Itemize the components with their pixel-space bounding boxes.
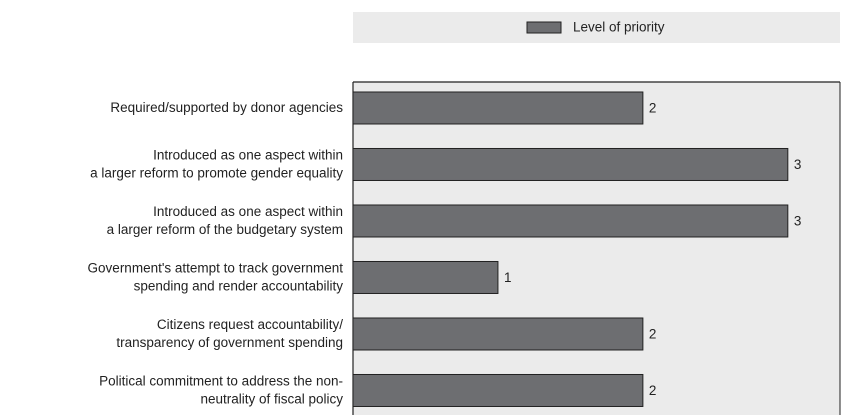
y-tick-label: Government's attempt to track government… bbox=[88, 260, 344, 293]
y-tick-label: Citizens request accountability/transpar… bbox=[116, 317, 343, 350]
label-line: Required/supported by donor agencies bbox=[110, 100, 343, 115]
data-label: 3 bbox=[794, 157, 802, 172]
bar bbox=[352, 317, 644, 351]
data-label: 1 bbox=[504, 270, 512, 285]
legend-box bbox=[353, 12, 840, 43]
y-tick-label: Introduced as one aspect within a larger … bbox=[90, 147, 343, 180]
label-line: transparency of government spending bbox=[116, 335, 343, 350]
y-tick-label: Introduced as one aspect within a larger … bbox=[107, 204, 343, 237]
label-line: Introduced as one aspect within bbox=[153, 147, 343, 162]
bar bbox=[352, 91, 644, 125]
data-label: 2 bbox=[649, 383, 657, 398]
y-tick-label: Political commitment to address the non-… bbox=[99, 373, 343, 406]
bar bbox=[352, 204, 789, 238]
label-line: spending and render accountability bbox=[134, 278, 344, 293]
label-line: neutrality of fiscal policy bbox=[200, 391, 343, 406]
label-line: Introduced as one aspect within bbox=[153, 204, 343, 219]
bar bbox=[352, 373, 644, 407]
label-line: a larger reform to promote gender equali… bbox=[90, 165, 343, 180]
bar bbox=[352, 147, 789, 181]
data-label: 2 bbox=[649, 101, 657, 116]
bar bbox=[352, 260, 499, 294]
plot-area bbox=[353, 82, 840, 415]
label-line: Citizens request accountability/ bbox=[157, 317, 343, 332]
label-line: Government's attempt to track government bbox=[88, 260, 344, 275]
legend-label: Level of priority bbox=[573, 20, 665, 35]
label-line: a larger reform of the budgetary system bbox=[107, 222, 343, 237]
label-line: Political commitment to address the non- bbox=[99, 373, 343, 388]
data-label: 2 bbox=[649, 327, 657, 342]
y-tick-label: Required/supported by donor agencies bbox=[110, 100, 343, 115]
data-label: 3 bbox=[794, 214, 802, 229]
legend-swatch bbox=[526, 21, 562, 34]
